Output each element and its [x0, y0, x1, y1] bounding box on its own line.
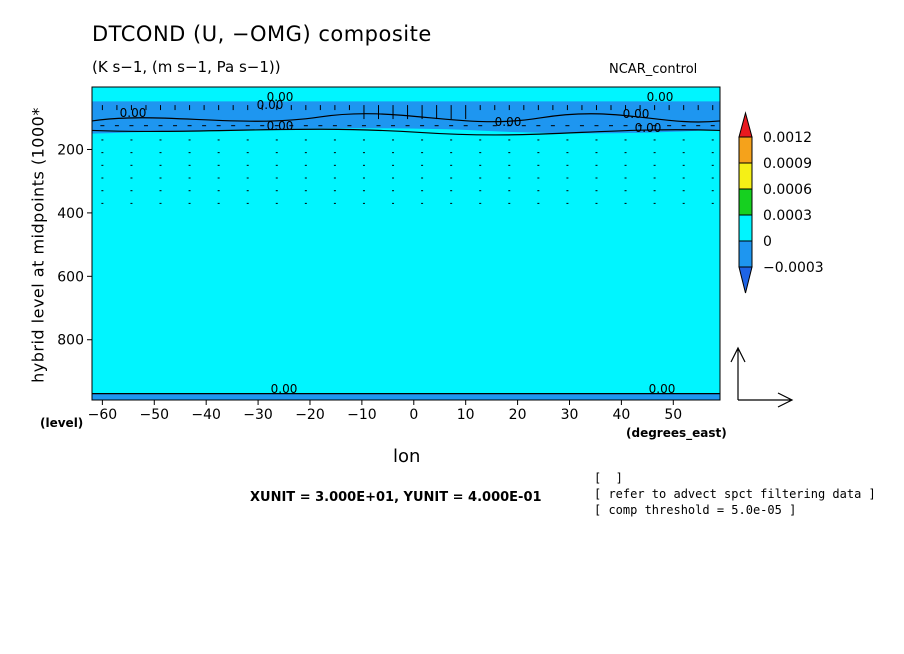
contour-label: 0.00 — [623, 107, 650, 121]
colorbar: 0.0012 0.0009 0.0006 0.0003 0 −0.0003 — [738, 111, 824, 294]
note-line: [ ] — [594, 471, 623, 485]
reference-vector — [730, 346, 794, 408]
x-tick-label: 0 — [409, 407, 418, 423]
colorbar-level-label: 0 — [763, 234, 772, 250]
vector-unit-label: XUNIT = 3.000E+01, YUNIT = 4.000E-01 — [250, 490, 542, 505]
chart-title: DTCOND (U, −OMG) composite — [92, 22, 432, 46]
contour-label: 0.00 — [267, 90, 294, 104]
x-tick-label: −40 — [191, 407, 221, 423]
x-tick-label: 50 — [664, 407, 682, 423]
contour-label: 0.00 — [120, 106, 147, 120]
contour-label: 0.00 — [271, 382, 298, 396]
note-line: [ refer to advect spct filtering data ] — [594, 487, 876, 501]
x-tick-label: 20 — [509, 407, 527, 423]
y-tick-label: 400 — [57, 206, 84, 222]
x-tick-label: −30 — [243, 407, 273, 423]
contour-label: 0.00 — [495, 115, 522, 129]
y-axis-label: hybrid level at midpoints (1000* — [28, 107, 48, 383]
contour-label: 0.00 — [649, 382, 676, 396]
x-tick-label: 30 — [561, 407, 579, 423]
colorbar-top-arrow — [738, 111, 753, 138]
x-tick-label: −10 — [347, 407, 377, 423]
colorbar-segment — [738, 188, 753, 216]
x-tick-label: −20 — [295, 407, 325, 423]
contour-label: 0.00 — [647, 90, 674, 104]
colorbar-bottom-arrow — [738, 266, 753, 294]
contour-label: 0.00 — [267, 119, 294, 133]
y-unit-tag: (level) — [40, 416, 84, 430]
colorbar-level-label: −0.0003 — [763, 260, 824, 276]
y-tick-label: 800 — [57, 333, 84, 349]
colorbar-segment — [738, 240, 753, 268]
colorbar-level-label: 0.0006 — [763, 182, 812, 198]
colorbar-level-label: 0.0009 — [763, 156, 812, 172]
contour-label: 0.00 — [257, 98, 284, 112]
x-axis-label: lon — [393, 446, 421, 467]
x-tick-label: −50 — [140, 407, 170, 423]
vector-field — [100, 105, 715, 204]
note-line: [ comp threshold = 5.0e-05 ] — [594, 503, 797, 517]
dataset-label: NCAR_control — [609, 62, 698, 77]
x-tick-label: 40 — [612, 407, 630, 423]
chart-subtitle: (K s−1, (m s−1, Pa s−1)) — [92, 58, 281, 76]
y-tick-label: 200 — [57, 142, 84, 158]
y-tick-label: 600 — [57, 269, 84, 285]
negative-band-bottom — [92, 393, 720, 400]
background-field — [92, 87, 720, 400]
colorbar-segment — [738, 214, 753, 242]
colorbar-level-label: 0.0003 — [763, 208, 812, 224]
contour-line — [91, 113, 721, 123]
plot-notes: [ ] [ refer to advect spct filtering data… — [594, 470, 876, 518]
plot-area: 0.000.000.000.000.000.000.000.000.00 0.00… — [57, 86, 721, 423]
top-cyan-strip — [92, 89, 720, 102]
colorbar-segment — [738, 162, 753, 190]
colorbar-level-label: 0.0012 — [763, 130, 812, 146]
reference-arrows — [730, 346, 794, 408]
contour-line — [91, 128, 721, 136]
colorbar-segment — [738, 136, 753, 164]
x-tick-label: 10 — [457, 407, 475, 423]
x-unit-tag: (degrees_east) — [626, 426, 727, 440]
x-tick-label: −60 — [88, 407, 118, 423]
plot-frame — [91, 86, 721, 401]
contour-label: 0.00 — [635, 121, 662, 135]
